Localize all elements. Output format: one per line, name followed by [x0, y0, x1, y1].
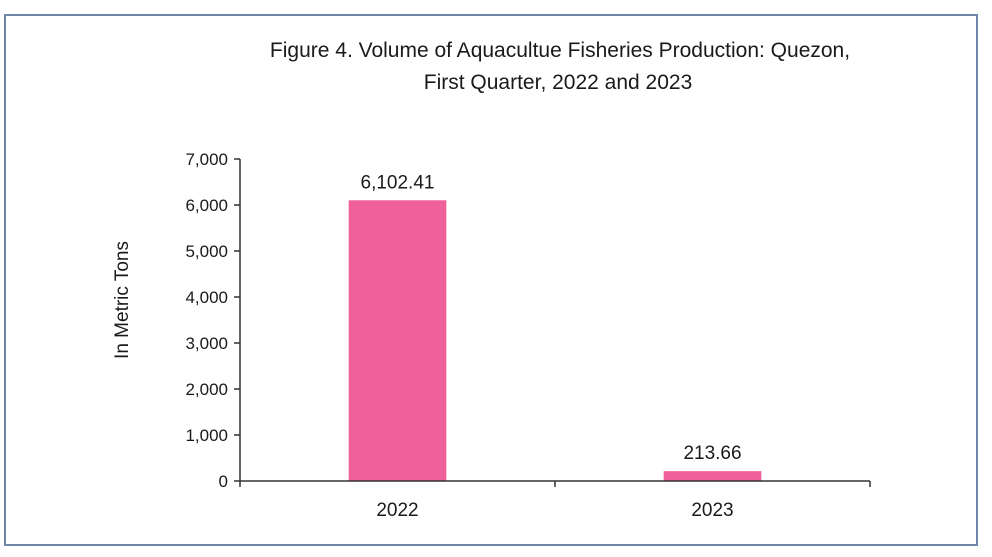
x-category-label-2023: 2023 — [691, 500, 733, 521]
y-tick-label: 0 — [219, 472, 228, 491]
y-axis-ticks: 0 1,000 2,000 3,000 4,000 5,000 6,000 7,000 — [185, 150, 241, 491]
bar-2023 — [663, 471, 762, 481]
chart-title-line-2: First Quarter, 2022 and 2023 — [424, 71, 693, 94]
y-axis-label: In Metric Tons — [112, 241, 133, 359]
y-tick-label: 5,000 — [185, 242, 228, 261]
chart-title-line-1: Figure 4. Volume of Aquacultue Fisheries… — [270, 39, 850, 62]
y-tick-label: 1,000 — [185, 426, 228, 445]
data-label-2022: 6,102.41 — [361, 172, 435, 193]
y-tick-label: 4,000 — [185, 288, 228, 307]
y-tick-label: 2,000 — [185, 380, 228, 399]
x-axis-group: 2022 2023 — [239, 480, 871, 521]
data-label-2023: 213.66 — [683, 443, 741, 464]
y-tick-label: 7,000 — [185, 150, 228, 169]
chart-frame — [4, 14, 978, 546]
bars-group: 6,102.41 213.66 — [348, 172, 762, 482]
bar-2022 — [348, 200, 447, 482]
y-tick-label: 3,000 — [185, 334, 228, 353]
y-tick-label: 6,000 — [185, 196, 228, 215]
x-category-label-2022: 2022 — [376, 500, 418, 521]
